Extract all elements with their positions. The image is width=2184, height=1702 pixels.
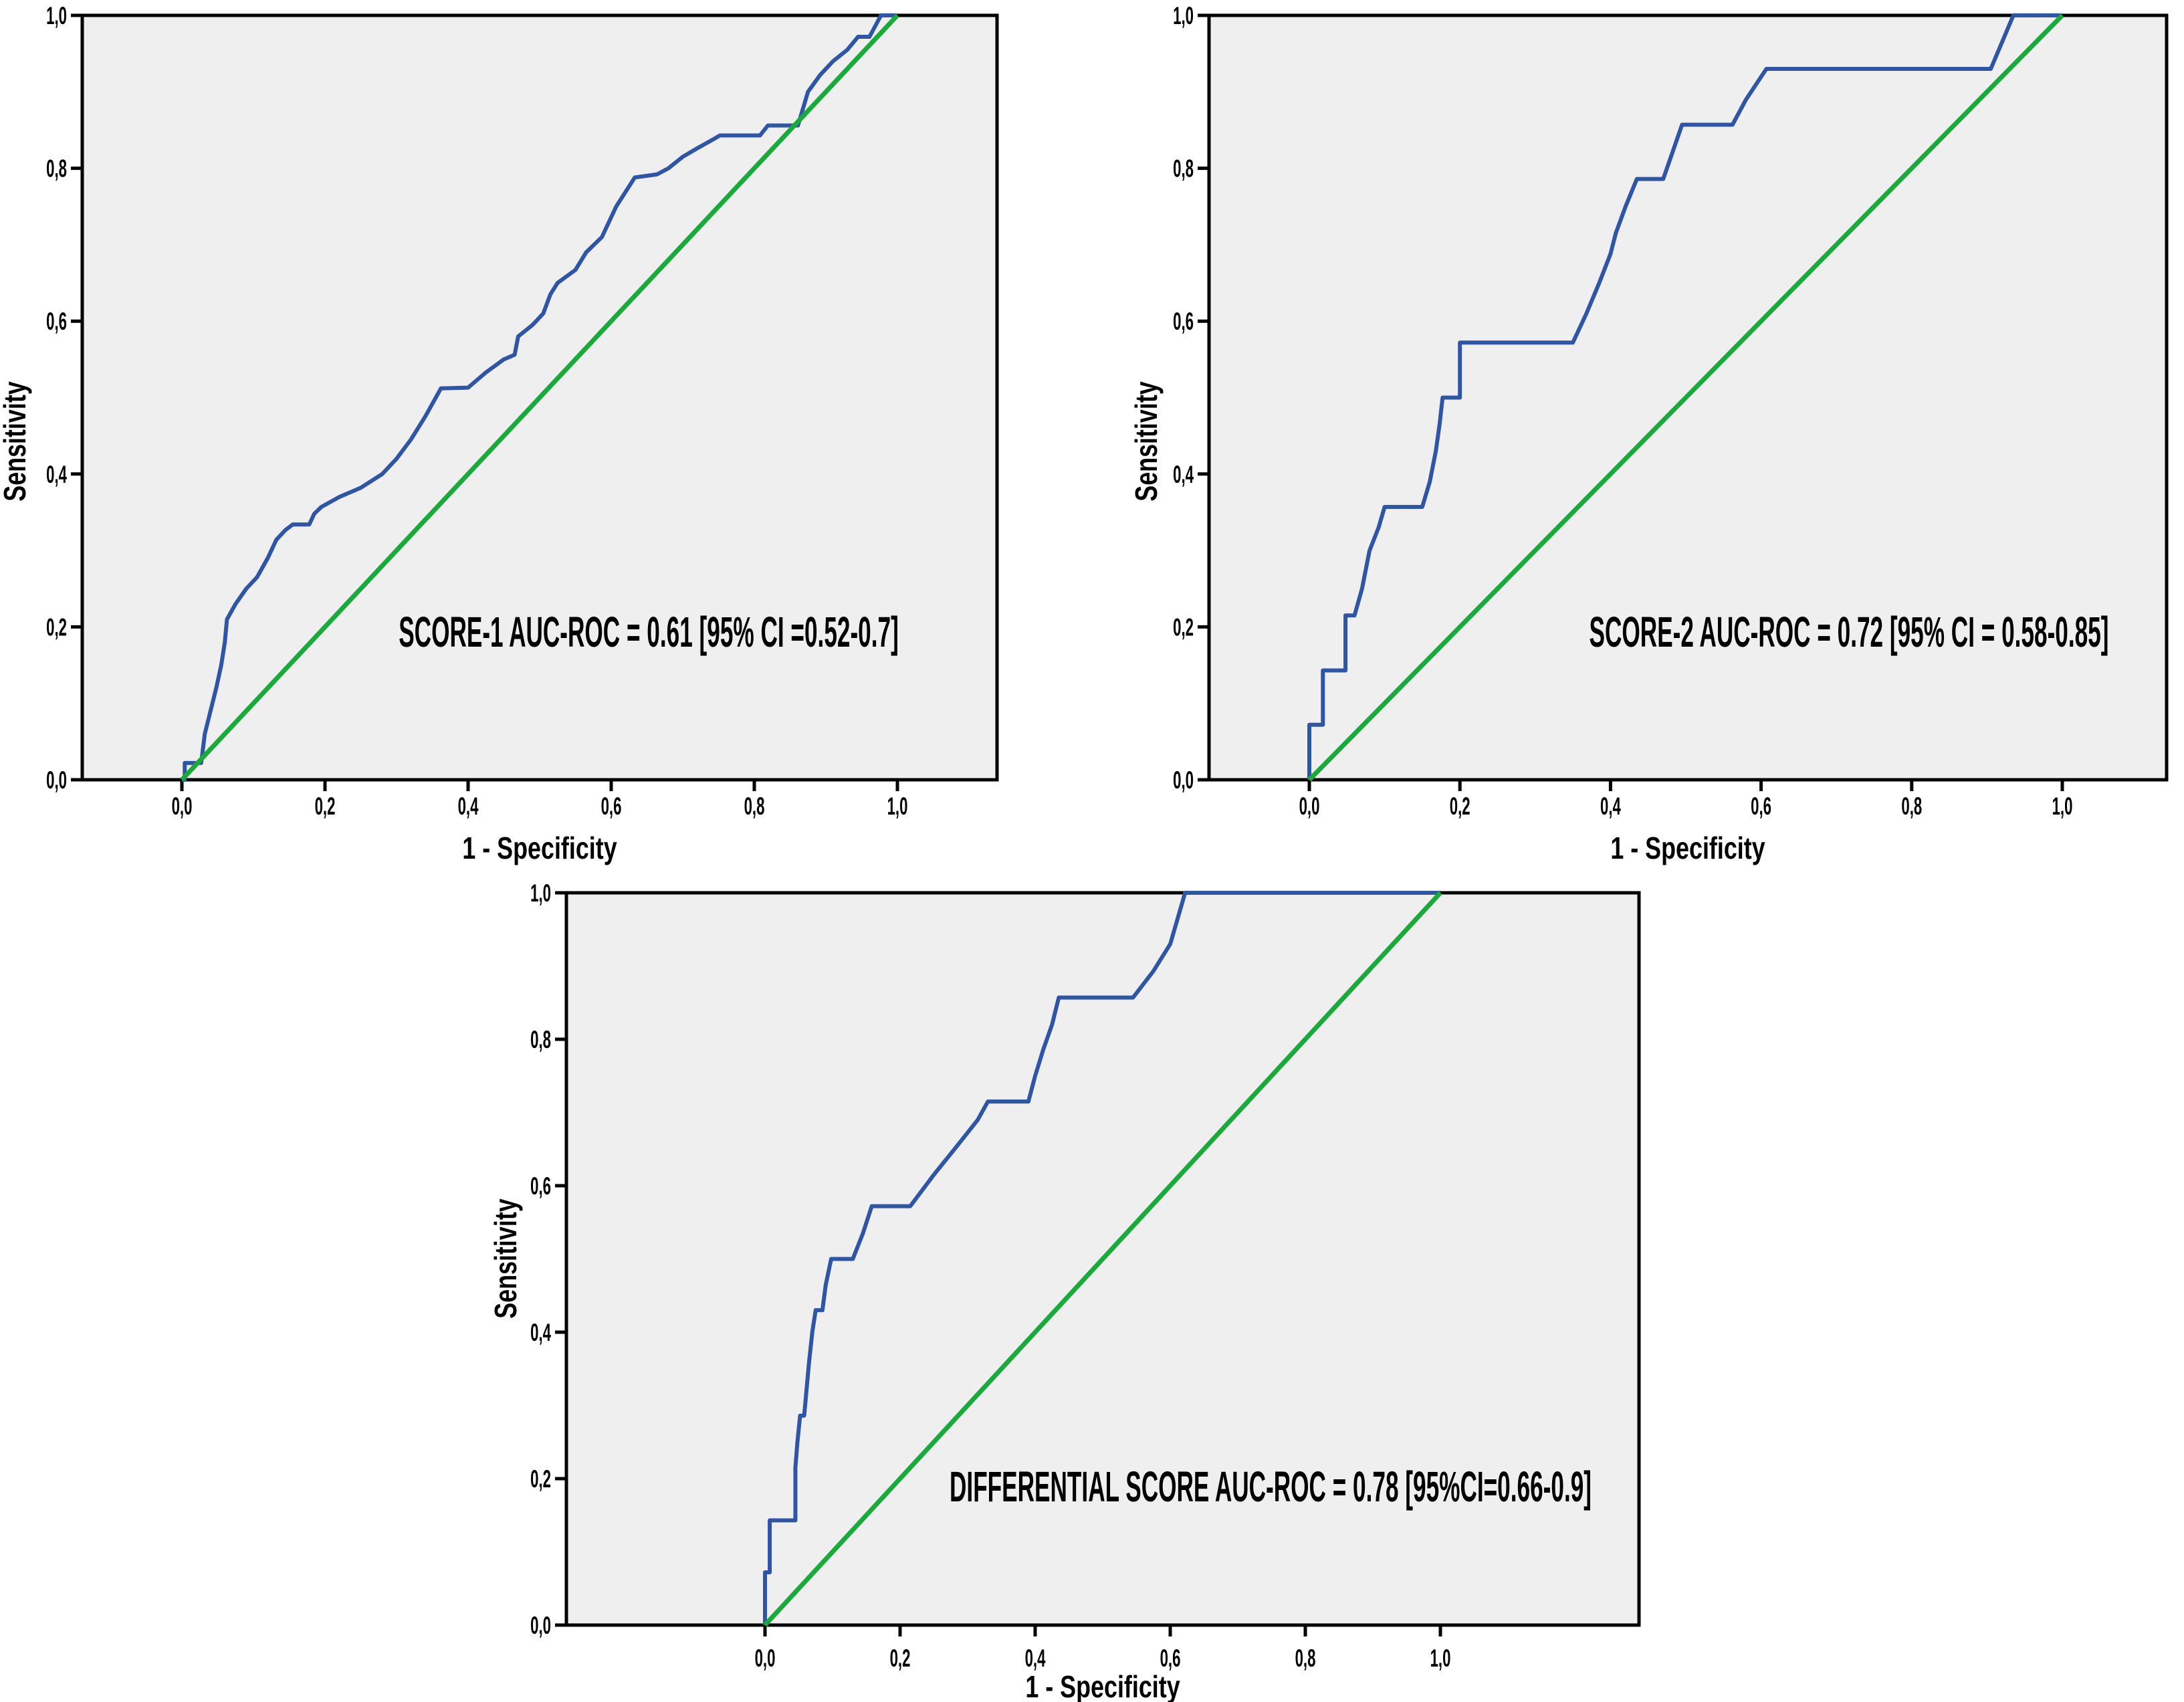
reference-line xyxy=(180,13,899,782)
y-axis-title: Sensitivity xyxy=(0,381,32,502)
y-axis-tick-label: 0,2 xyxy=(530,1465,551,1493)
x-axis-title: 1 - Specificity xyxy=(462,831,617,865)
x-axis-tick-label: 0,4 xyxy=(458,792,479,820)
y-axis-tick-label: 0,0 xyxy=(46,766,67,794)
y-axis-tick-label: 0,6 xyxy=(1173,308,1194,335)
y-axis-tick-label: 0,8 xyxy=(1173,155,1194,183)
y-axis-tick-label: 0,8 xyxy=(46,155,67,183)
reference-line xyxy=(1307,13,2064,782)
x-axis-tick-label: 0,2 xyxy=(1450,792,1470,820)
roc-curve xyxy=(182,13,897,782)
x-axis-tick-label: 0,4 xyxy=(1600,792,1621,820)
y-axis-tick-label: 1,0 xyxy=(46,2,67,29)
x-axis-tick-label: 0,6 xyxy=(1160,1644,1181,1672)
y-axis-tick-label: 0,6 xyxy=(530,1172,551,1200)
x-axis-tick-label: 0,6 xyxy=(1751,792,1771,820)
y-axis-tick-label: 1,0 xyxy=(1173,2,1194,29)
roc-chart-score-2: 0,0 0,2 0,4 0,6 0,8 1,0 0,0 0,2 0,4 0,6 0,8 1,0 SCOR… xyxy=(1129,2,2169,865)
x-axis-tick-label: 0,8 xyxy=(744,792,765,820)
x-axis-tick-label: 0,4 xyxy=(1025,1644,1046,1672)
reference-line xyxy=(763,891,1442,1627)
y-axis-tick-label: 0,0 xyxy=(530,1612,551,1639)
x-axis-tick-label: 1,0 xyxy=(887,792,908,820)
y-axis-tick-label: 0,4 xyxy=(1173,461,1194,488)
x-axis-tick-label: 0,2 xyxy=(315,792,336,820)
x-axis-tick-label: 0,6 xyxy=(601,792,622,820)
y-axis-tick-label: 0,4 xyxy=(46,461,67,488)
x-axis-tick-label: 1,0 xyxy=(1430,1644,1451,1672)
x-axis-tick-label: 1,0 xyxy=(2052,792,2073,820)
y-axis-tick-label: 0,8 xyxy=(530,1026,551,1053)
roc-curve xyxy=(1307,13,2062,780)
x-axis-tick-label: 0,8 xyxy=(1295,1644,1316,1672)
y-axis-tick-label: 0,6 xyxy=(46,308,67,335)
x-axis-title: 1 - Specificity xyxy=(1025,1670,1180,1702)
roc-chart-differential-score: 0,0 0,2 0,4 0,6 0,8 1,0 0,0 0,2 0,4 0,6 0,8 1,0 DIFF… xyxy=(489,879,1641,1702)
y-axis-title: Sensitivity xyxy=(489,1198,523,1319)
y-axis-tick-label: 0,2 xyxy=(1173,614,1194,641)
x-axis-tick-label: 0,0 xyxy=(1299,792,1320,820)
x-axis-tick-label: 0,0 xyxy=(755,1644,776,1672)
roc-chart-score-1: 0,0 0,2 0,4 0,6 0,8 1,0 0,0 0,2 0,4 0,6 0,8 1,0 SCOR… xyxy=(0,2,999,865)
x-axis-tick-label: 0,2 xyxy=(890,1644,911,1672)
auc-annotation: DIFFERENTIAL SCORE AUC-ROC = 0.78 [95%CI… xyxy=(950,1463,1592,1511)
y-axis-tick-label: 0,2 xyxy=(46,614,67,641)
y-axis-tick-label: 0,4 xyxy=(530,1319,551,1346)
roc-curve xyxy=(763,891,1440,1625)
y-axis-title: Sensitivity xyxy=(1129,381,1164,502)
y-axis-tick-label: 0,0 xyxy=(1173,766,1194,794)
x-axis-tick-label: 0,0 xyxy=(172,792,193,820)
y-axis-tick-label: 1,0 xyxy=(530,879,551,907)
x-axis-title: 1 - Specificity xyxy=(1610,831,1765,865)
auc-annotation: SCORE-1 AUC-ROC = 0.61 [95% CI =0.52-0.7… xyxy=(399,608,899,656)
x-axis-tick-label: 0,8 xyxy=(1901,792,1922,820)
auc-annotation: SCORE-2 AUC-ROC = 0.72 [95% CI = 0.58-0.… xyxy=(1590,608,2109,656)
